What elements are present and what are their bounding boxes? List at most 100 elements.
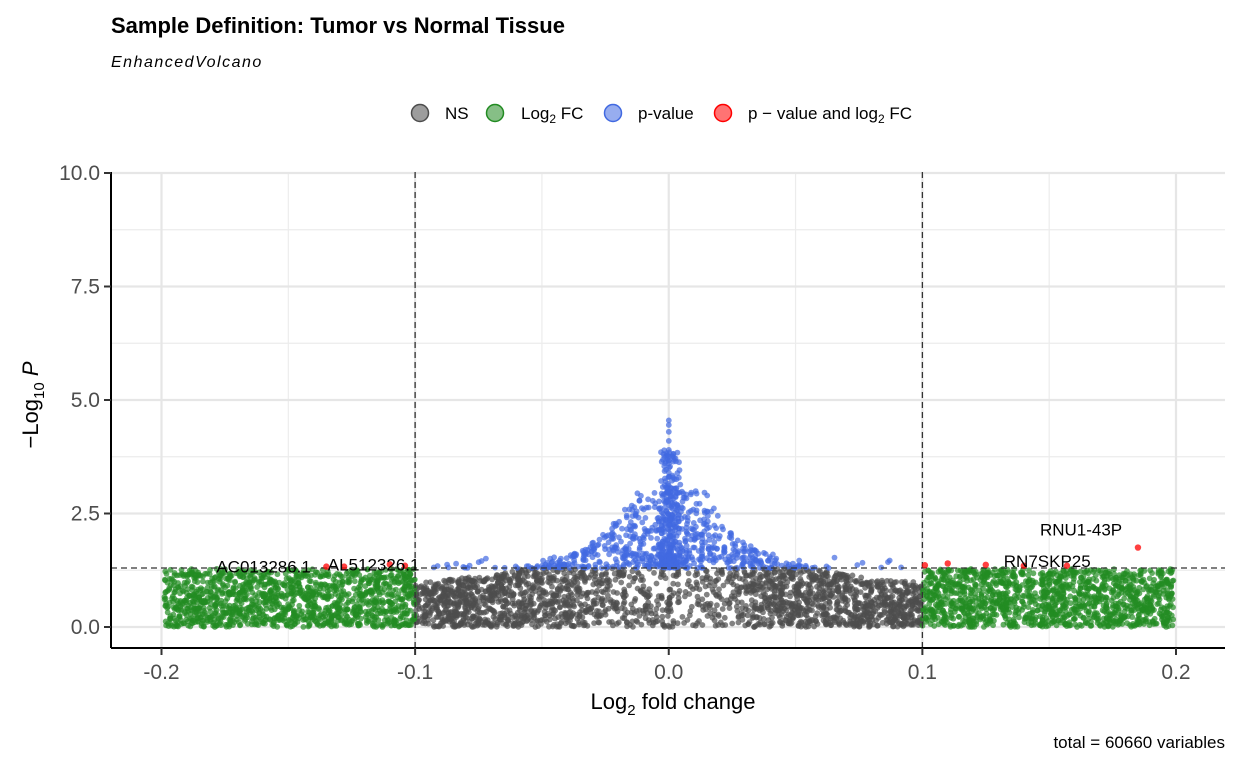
data-point (380, 599, 387, 606)
data-point (866, 624, 872, 630)
data-point (1156, 586, 1162, 593)
data-point (738, 584, 745, 590)
data-point (960, 621, 967, 628)
data-point (767, 601, 774, 608)
data-point (624, 609, 631, 616)
data-point (578, 593, 584, 600)
data-point (733, 603, 740, 610)
data-point (830, 587, 836, 594)
data-point (1071, 573, 1077, 579)
data-point (471, 584, 478, 590)
data-point (305, 567, 312, 574)
data-point (715, 613, 722, 619)
data-point (984, 594, 991, 601)
data-point (562, 609, 568, 616)
data-point (477, 616, 483, 623)
data-point (1072, 596, 1079, 603)
data-point (191, 611, 198, 618)
data-point (858, 574, 865, 581)
data-point (1026, 577, 1032, 584)
data-point (611, 570, 618, 577)
data-point (1116, 578, 1123, 585)
data-point (1105, 623, 1112, 630)
data-point (349, 598, 356, 605)
data-point (1048, 611, 1054, 618)
data-point (225, 576, 232, 583)
data-point (957, 597, 963, 604)
data-point (492, 616, 499, 622)
data-point (706, 582, 713, 589)
data-point (818, 583, 825, 589)
data-point (999, 605, 1006, 612)
data-point (876, 611, 883, 618)
data-point (738, 610, 745, 617)
data-point (761, 604, 767, 611)
data-point (326, 593, 332, 600)
data-point (325, 604, 332, 611)
data-point (196, 594, 203, 601)
data-point (836, 571, 842, 578)
data-point (278, 590, 285, 597)
data-point (1169, 596, 1176, 602)
data-point (722, 622, 729, 628)
data-point (730, 581, 737, 588)
data-point (685, 570, 692, 577)
data-point (1092, 572, 1099, 579)
data-point (1150, 618, 1156, 624)
data-point (243, 609, 250, 615)
data-point (225, 621, 232, 628)
data-point (235, 566, 242, 573)
data-point (1063, 581, 1069, 587)
data-point (1163, 576, 1170, 583)
data-point (427, 579, 434, 586)
data-point (957, 567, 964, 574)
data-point (1072, 621, 1079, 628)
data-point (1002, 590, 1009, 597)
data-point (471, 605, 478, 612)
data-point (180, 588, 187, 595)
data-point (310, 589, 317, 596)
data-point (720, 582, 727, 589)
data-point (310, 616, 316, 623)
data-point (1058, 594, 1065, 601)
data-point (570, 582, 576, 589)
data-point (453, 589, 459, 596)
data-point (950, 597, 957, 604)
data-point (763, 572, 769, 579)
data-point (649, 617, 656, 623)
data-point (746, 583, 753, 590)
data-point (591, 611, 598, 618)
data-point (209, 575, 216, 582)
data-point (182, 571, 189, 578)
data-point (417, 591, 424, 598)
data-point (435, 614, 441, 620)
data-point (996, 593, 1003, 600)
data-point (166, 585, 173, 592)
data-point (394, 578, 401, 585)
data-point (833, 606, 840, 613)
data-point (557, 588, 564, 594)
data-point (561, 577, 568, 584)
data-point (979, 600, 986, 606)
data-point (260, 593, 267, 600)
data-point (901, 613, 908, 620)
data-point (161, 596, 168, 603)
data-point (183, 599, 189, 606)
data-point (718, 596, 725, 602)
data-point (599, 571, 605, 578)
data-point (922, 614, 929, 621)
data-point (845, 597, 851, 604)
data-point (447, 599, 454, 606)
data-point (184, 580, 190, 586)
data-point (848, 612, 855, 618)
data-point (303, 590, 310, 596)
data-point (1165, 592, 1171, 599)
data-point (887, 619, 894, 626)
data-point (1113, 582, 1119, 589)
data-point (776, 612, 782, 618)
data-point (703, 591, 710, 598)
data-point (912, 605, 919, 612)
log2fc-points (161, 566, 1177, 630)
data-point (511, 572, 518, 579)
data-point (215, 586, 222, 593)
